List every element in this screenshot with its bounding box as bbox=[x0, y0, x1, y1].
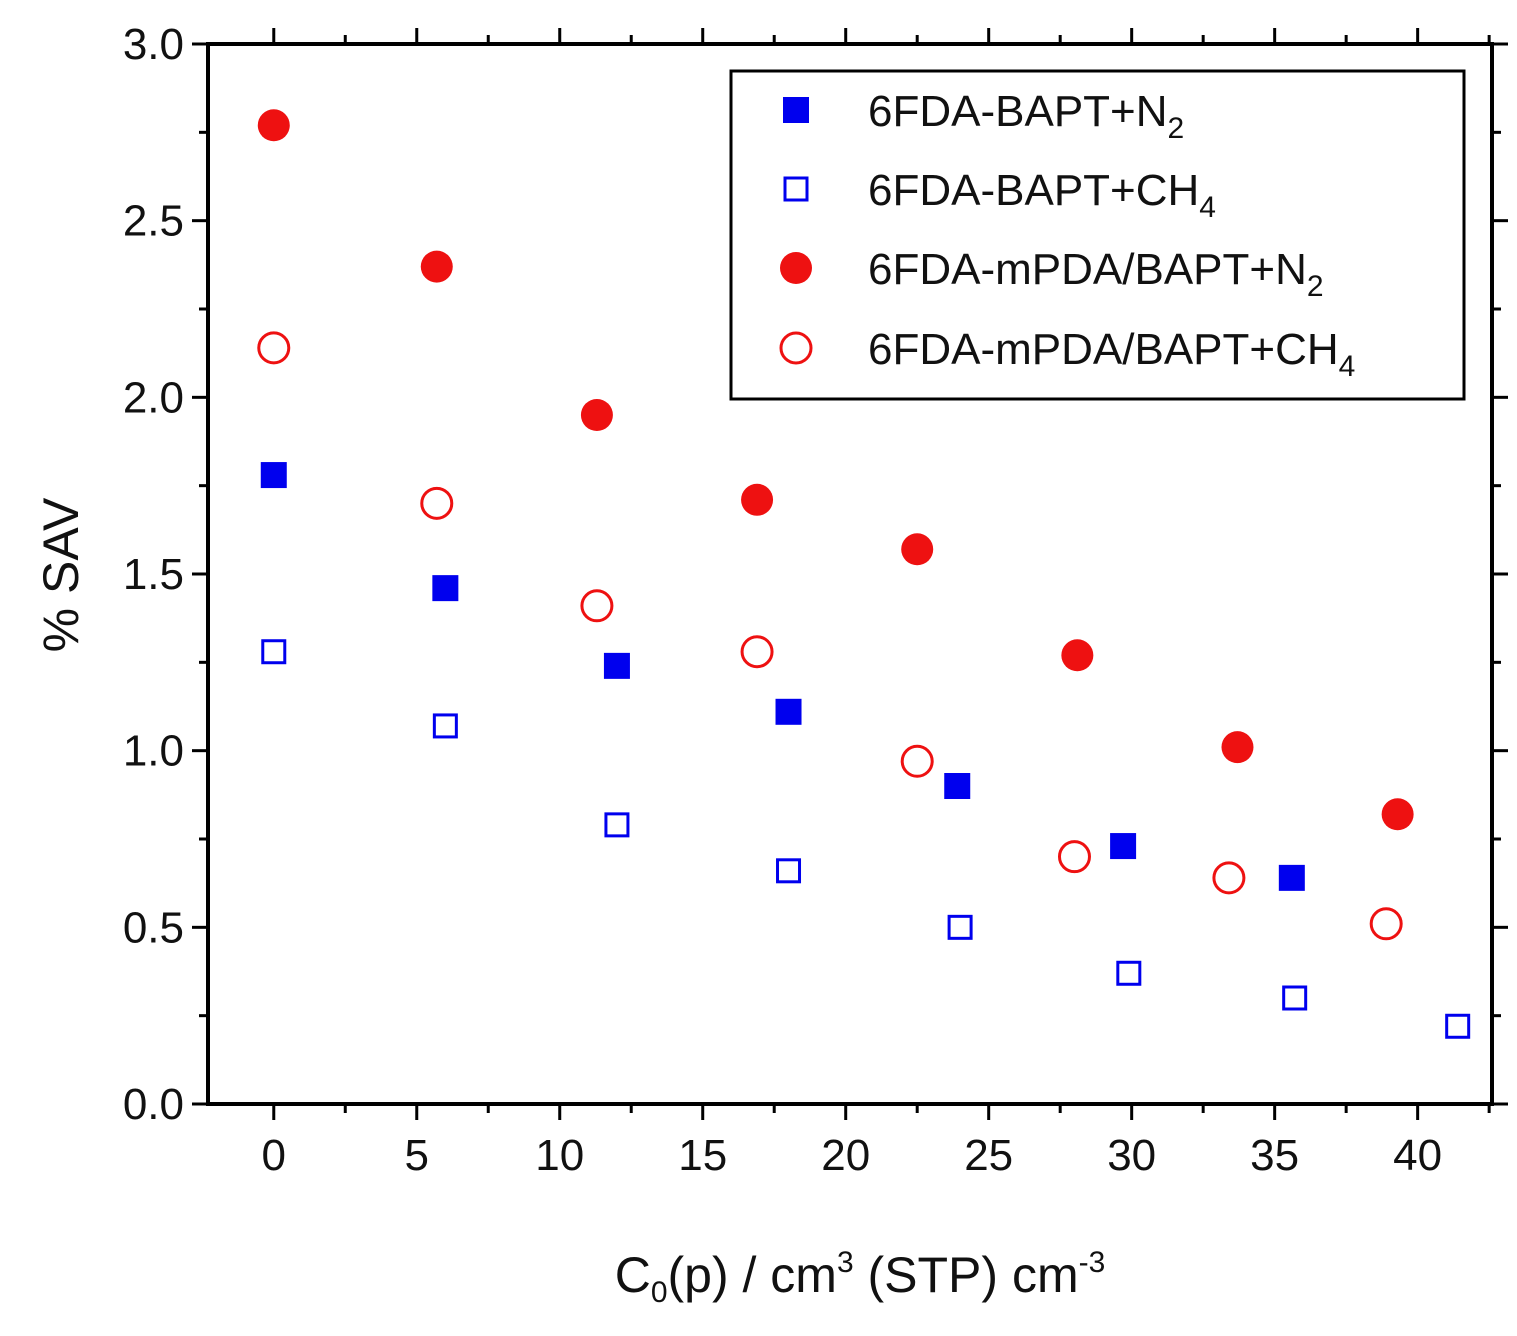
data-point bbox=[1381, 798, 1414, 831]
legend-label: 6FDA-BAPT+CH4 bbox=[868, 166, 1216, 224]
data-point bbox=[1445, 1013, 1471, 1039]
data-point bbox=[420, 486, 454, 520]
legend-marker bbox=[783, 176, 809, 202]
x-tick-label: 15 bbox=[678, 1131, 727, 1180]
data-point bbox=[580, 589, 614, 623]
data-point bbox=[432, 713, 458, 739]
legend-marker bbox=[783, 97, 809, 123]
data-point bbox=[1369, 907, 1403, 941]
data-point bbox=[1116, 960, 1142, 986]
legend-label: 6FDA-mPDA/BAPT+CH4 bbox=[868, 325, 1355, 383]
data-point bbox=[901, 533, 934, 566]
y-axis-label: % SAV bbox=[33, 497, 89, 652]
plot-frame bbox=[206, 42, 1494, 1106]
data-point bbox=[257, 109, 290, 142]
x-tick-label: 30 bbox=[1107, 1131, 1156, 1180]
x-axis-label: C0(p) / cm3 (STP) cm-3 bbox=[615, 1246, 1106, 1309]
legend-marker bbox=[780, 252, 812, 284]
data-point bbox=[1057, 840, 1091, 874]
legend-label: 6FDA-BAPT+N2 bbox=[868, 87, 1184, 145]
y-tick-label: 2.0 bbox=[123, 373, 184, 422]
data-point bbox=[741, 483, 774, 516]
data-point bbox=[603, 652, 630, 679]
series-3 bbox=[257, 331, 1403, 941]
data-point bbox=[1212, 861, 1246, 895]
series-2 bbox=[257, 109, 1414, 831]
data-point bbox=[900, 744, 934, 778]
legend-marker bbox=[779, 331, 813, 365]
data-point bbox=[775, 698, 802, 725]
data-point bbox=[1278, 864, 1305, 891]
y-tick-label: 0.5 bbox=[123, 903, 184, 952]
data-point bbox=[604, 812, 630, 838]
y-tick-label: 1.5 bbox=[123, 550, 184, 599]
series-0 bbox=[260, 462, 1305, 891]
legend: 6FDA-BAPT+N2 6FDA-BAPT+CH4 6FDA-mPDA/BAPT+… bbox=[729, 69, 1466, 401]
x-tick-label: 35 bbox=[1250, 1131, 1299, 1180]
data-point bbox=[947, 914, 973, 940]
data-point bbox=[1110, 833, 1137, 860]
legend-box bbox=[729, 69, 1466, 401]
data-point bbox=[1061, 639, 1094, 672]
data-point bbox=[1282, 985, 1308, 1011]
data-points bbox=[257, 109, 1471, 1039]
series-1 bbox=[261, 639, 1471, 1039]
x-tick-label: 20 bbox=[821, 1131, 870, 1180]
data-point bbox=[740, 635, 774, 669]
x-tick-label: 25 bbox=[964, 1131, 1013, 1180]
y-tick-label: 2.5 bbox=[123, 197, 184, 246]
y-tick-label: 0.0 bbox=[123, 1080, 184, 1129]
data-point bbox=[944, 773, 971, 799]
data-point bbox=[776, 858, 802, 884]
data-point bbox=[257, 331, 291, 365]
data-point bbox=[260, 462, 287, 489]
data-point bbox=[432, 575, 459, 602]
x-tick-label: 0 bbox=[262, 1131, 286, 1180]
y-tick-label: 3.0 bbox=[123, 20, 184, 69]
data-point bbox=[261, 639, 287, 665]
x-tick-label: 40 bbox=[1393, 1131, 1442, 1180]
x-tick-label: 5 bbox=[405, 1131, 429, 1180]
data-point bbox=[580, 399, 613, 431]
x-tick-label: 10 bbox=[535, 1131, 584, 1180]
legend-label: 6FDA-mPDA/BAPT+N2 bbox=[868, 245, 1324, 303]
y-tick-label: 1.0 bbox=[123, 727, 184, 776]
data-point bbox=[1221, 731, 1254, 764]
axis-tick-labels: 0 5 10 15 20 25 30 35 40 0.0 0.5 1.0 1.5 2.0 2.5 3.0 bbox=[123, 20, 1442, 1180]
data-point bbox=[420, 250, 453, 283]
